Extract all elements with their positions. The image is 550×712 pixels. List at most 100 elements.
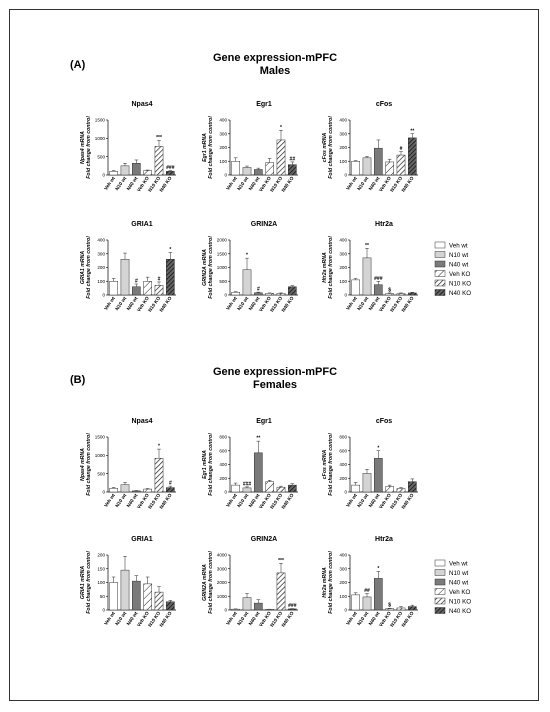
panel-letter-a: (A)	[70, 59, 86, 71]
bar	[154, 458, 164, 493]
x-tick-label: N40 KO	[281, 610, 296, 628]
chart-npas4-males: Npas4 Npas4 mRNA Fold change from control 0…	[80, 101, 176, 193]
legend-label: N40 KO	[449, 608, 471, 615]
significance-mark: #	[400, 146, 403, 152]
y-tick-label: 0	[224, 293, 227, 298]
y-tick-label: 0	[344, 293, 347, 298]
figure-frame	[9, 9, 539, 701]
bar	[351, 279, 360, 296]
x-tick-label: N40 KO	[159, 175, 174, 193]
chart-title: cFos	[376, 101, 392, 108]
bar	[166, 171, 175, 176]
significance-mark: *	[280, 125, 282, 131]
bar	[154, 591, 164, 611]
bar	[242, 487, 252, 493]
y-axis-label-secondary: Fold change from control	[86, 116, 92, 179]
y-tick-label: 1000	[217, 594, 228, 599]
bar	[385, 293, 394, 296]
significance-mark: *	[158, 444, 160, 450]
legend-males: Veh wt N10 wt N40 wt Veh KO N10 KO N40 KO	[434, 241, 471, 297]
y-axis-label: cFos mRNA	[322, 450, 328, 480]
chart-title: GRIN2A	[251, 221, 277, 228]
legend-label: N40 wt	[449, 261, 469, 268]
y-tick-label: 0	[102, 293, 105, 298]
bar	[276, 486, 286, 493]
y-tick-label: 3000	[217, 566, 228, 571]
y-tick-label: 400	[339, 118, 347, 123]
bar	[288, 286, 297, 296]
bar	[396, 293, 406, 296]
y-tick-label: 500	[97, 471, 105, 476]
bar	[120, 569, 130, 611]
legend-swatch	[434, 597, 446, 605]
legend-label: N10 wt	[449, 570, 469, 577]
bar	[288, 484, 297, 493]
bar	[109, 582, 118, 611]
bar	[120, 165, 130, 176]
y-tick-label: 300	[219, 131, 227, 136]
legend-label: Veh KO	[449, 589, 471, 596]
bar	[276, 293, 286, 296]
bar	[396, 607, 406, 611]
bar	[132, 580, 141, 611]
bar	[385, 161, 394, 176]
x-tick-label: N40 KO	[281, 295, 296, 313]
chart-title: Egr1	[256, 418, 272, 425]
y-tick-label: 50	[100, 594, 106, 599]
x-tick-label: N40 KO	[159, 610, 174, 628]
y-tick-label: 600	[219, 448, 227, 453]
section-b-title: Gene expression-mPFC	[213, 366, 337, 378]
legend-swatch	[434, 270, 446, 277]
y-tick-label: 800	[339, 435, 347, 440]
bar	[120, 484, 130, 493]
y-axis-label: Npas4 mRNA	[80, 131, 86, 164]
chart-gria1-males: GRIA1 GRIA1 mRNA Fold change from control 0…	[80, 221, 176, 313]
y-tick-label: 100	[97, 279, 105, 284]
y-tick-label: 200	[339, 265, 347, 270]
legend-label: Veh KO	[449, 271, 471, 278]
y-axis-label: Htr2a mRNA	[322, 567, 328, 598]
significance-mark: ***	[278, 558, 284, 564]
y-axis-label: Npas4 mRNA	[80, 448, 86, 481]
y-tick-label: 400	[219, 462, 227, 467]
legend-swatch	[434, 588, 446, 595]
y-tick-label: 100	[339, 159, 347, 164]
chart-egr1-males: Egr1 Egr1 mRNA Fold change from control 0 10…	[202, 101, 298, 193]
y-axis-label: Egr1 mRNA	[202, 133, 208, 162]
y-axis-label-secondary: Fold change from control	[328, 433, 334, 496]
legend-swatch	[434, 260, 446, 268]
x-tick-label: N40 KO	[281, 175, 296, 193]
bar	[109, 281, 118, 296]
bar	[374, 458, 383, 493]
y-tick-label: 200	[339, 476, 347, 481]
y-tick-label: 300	[339, 566, 347, 571]
y-tick-label: 500	[97, 154, 105, 159]
bar	[362, 257, 372, 296]
y-tick-label: 400	[339, 462, 347, 467]
chart-title: Htr2a	[375, 221, 393, 228]
y-axis-label-secondary: Fold change from control	[328, 116, 334, 179]
significance-mark: $	[388, 603, 391, 609]
y-tick-label: 100	[97, 580, 105, 585]
y-tick-label: 150	[97, 566, 105, 571]
y-tick-label: 500	[219, 279, 227, 284]
legend-females: Veh wt N10 wt N40 wt Veh KO N10 KO N40 KO	[434, 559, 471, 615]
y-axis-label-secondary: Fold change from control	[328, 551, 334, 614]
legend-label: N40 wt	[449, 579, 469, 586]
y-tick-label: 100	[339, 279, 347, 284]
y-tick-label: 1500	[95, 435, 106, 440]
x-tick-label: N40 KO	[281, 492, 296, 510]
bar	[385, 486, 394, 493]
y-tick-label: 800	[219, 435, 227, 440]
bar	[396, 488, 406, 493]
significance-mark: #	[169, 481, 172, 487]
significance-mark: ###	[166, 165, 175, 171]
bar	[351, 484, 360, 493]
legend-label: Veh wt	[449, 242, 468, 249]
bar	[231, 161, 240, 176]
y-tick-label: 100	[339, 594, 347, 599]
bar	[385, 608, 394, 611]
bar	[408, 292, 417, 296]
bar	[166, 601, 175, 611]
